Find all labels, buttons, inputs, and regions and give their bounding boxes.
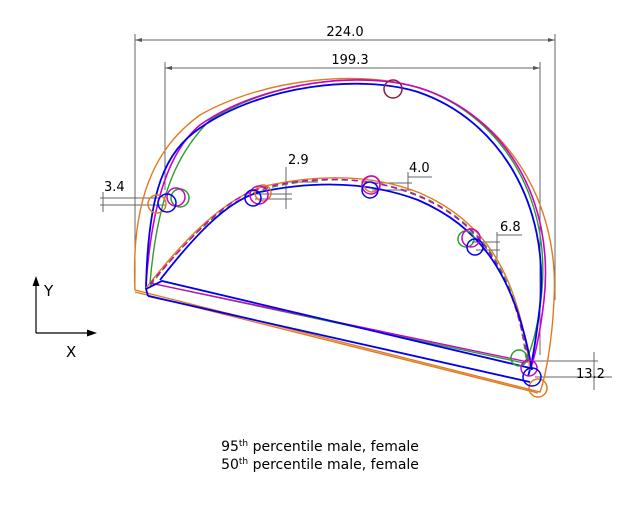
legend-50-number: 50 [221, 457, 239, 473]
dimension-offset-right: 6.8 [500, 220, 521, 235]
y-axis-label: Y [43, 282, 54, 300]
x-axis-label: X [66, 343, 76, 361]
bottom-boundaries [134, 280, 539, 394]
dimension-offset-top-left: 2.9 [288, 153, 309, 168]
inner-envelope-male-95 [159, 183, 533, 371]
circle-bottomright-orange [528, 378, 548, 398]
circle-right-magenta [461, 228, 481, 248]
outer-envelope-female-95 [145, 79, 547, 371]
dimension-offset-bottom-right: 13.2 [576, 367, 605, 382]
legend-95-suffix: th [238, 439, 249, 449]
legend-line-50: 50th percentile male, female [0, 454, 640, 473]
circle-topmid-magenta [361, 175, 381, 195]
coordinate-axes: Y X [32, 276, 97, 361]
circle-bottomright-blue [522, 367, 542, 387]
legend-95-text: percentile male, female [248, 439, 419, 455]
reference-circles [147, 79, 548, 398]
dimension-offset-top-mid: 4.0 [409, 161, 430, 176]
inner-envelope-male-50 [145, 177, 531, 371]
circle-left-orange [147, 194, 167, 214]
circle-left-blue [157, 193, 177, 213]
dimension-overall-width: 224.0 [326, 25, 363, 40]
circle-top [383, 79, 403, 99]
circle-topleft-orange [254, 184, 272, 202]
bottom-boundary-left-edge [145, 288, 149, 297]
circle-bottomright-green [510, 349, 528, 367]
circle-right-blue [466, 238, 484, 256]
dimension-lines [100, 34, 612, 390]
dimension-offset-left: 3.4 [104, 180, 125, 195]
circle-topleft-blue [244, 189, 262, 207]
inner-envelopes [145, 177, 533, 371]
legend-line-95: 95th percentile male, female [0, 436, 640, 455]
dimension-inner-width: 199.3 [331, 53, 368, 68]
bottom-boundary-male-95-inner [145, 280, 531, 369]
dimension-arrowheads [135, 38, 555, 70]
circle-topmid-blue [361, 181, 379, 199]
outer-envelope-male-95 [145, 82, 543, 377]
circle-bottomright-magenta [520, 359, 538, 377]
legend-95-number: 95 [221, 439, 239, 455]
inner-envelope-female-95 [149, 178, 529, 361]
bottom-boundary-male-95-outer [147, 295, 531, 383]
legend-50-text: percentile male, female [248, 457, 419, 473]
outer-envelopes [133, 77, 556, 393]
legend-50-suffix: th [238, 457, 249, 467]
inner-envelope-female-50 [149, 179, 527, 359]
